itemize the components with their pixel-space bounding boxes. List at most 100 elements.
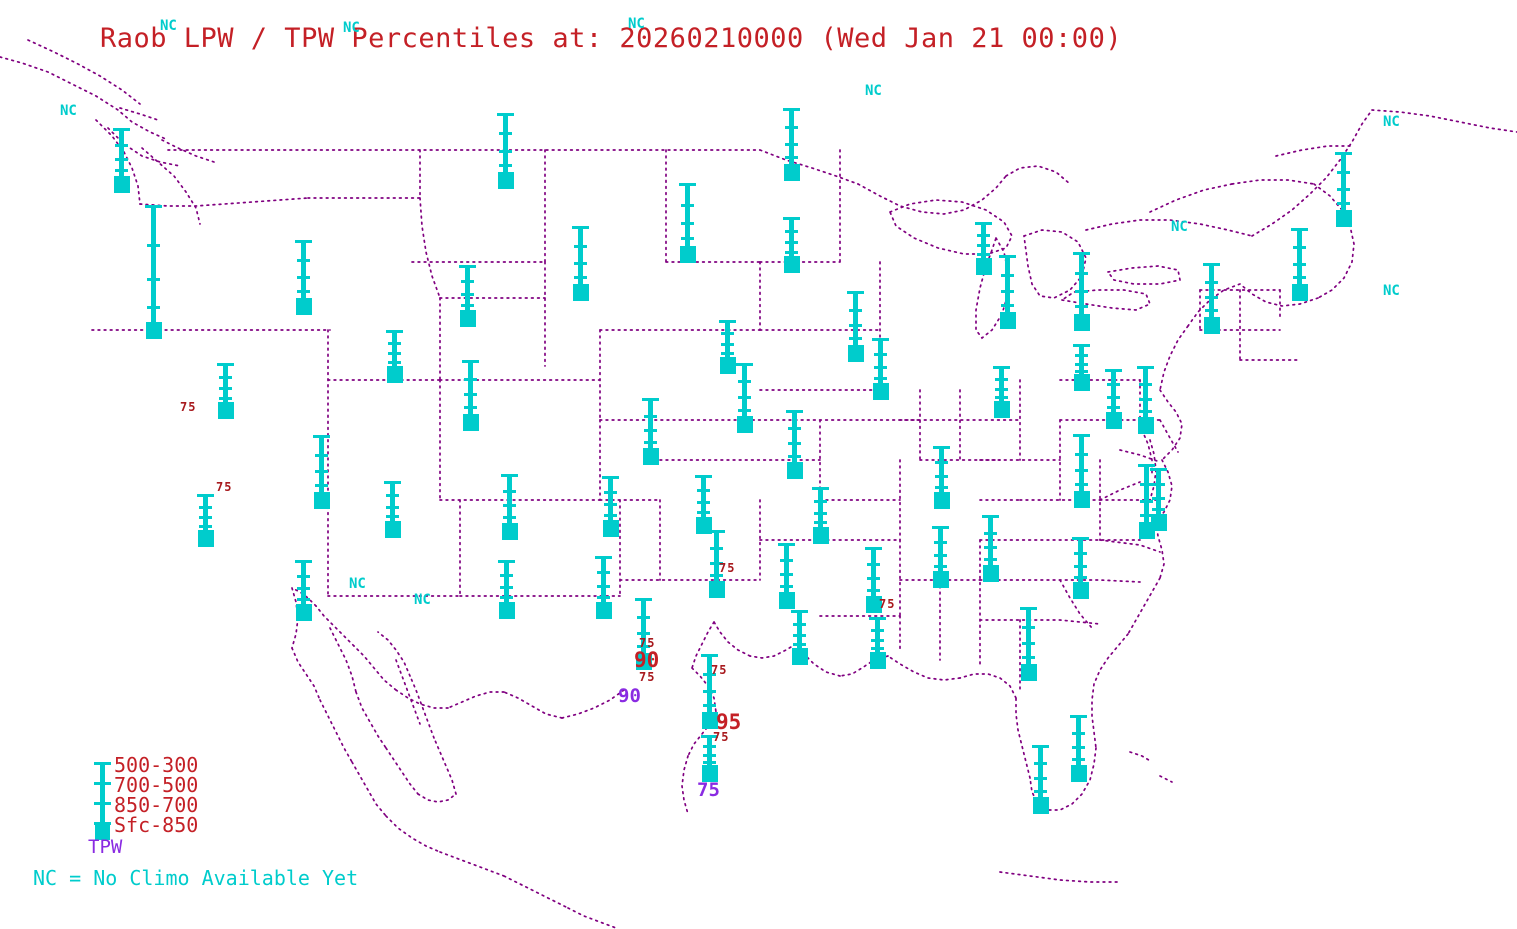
tick-sfc-850 (871, 647, 884, 650)
tick-top-500-300 (1335, 152, 1352, 155)
tick-850-700 (1075, 363, 1088, 366)
tick-sfc-850 (386, 515, 399, 518)
nc-marker: NC (343, 20, 360, 36)
tick-sfc-850 (388, 361, 401, 364)
tick-sfc-850 (464, 406, 477, 409)
tick-top-500-300 (197, 494, 214, 497)
tick-700-500 (499, 132, 512, 135)
tick-700-500 (574, 245, 587, 248)
station-symbol (382, 330, 408, 384)
tick-850-700 (814, 512, 827, 515)
tick-850-700 (499, 150, 512, 153)
tick-top-500-300 (602, 476, 619, 479)
tick-700-500 (849, 309, 862, 312)
tick-850-700 (1293, 263, 1306, 266)
tick-850-700 (738, 396, 751, 399)
tick-850-700 (644, 429, 657, 432)
tick-850-700 (703, 754, 716, 757)
tick-850-700 (147, 278, 160, 281)
station-symbol (309, 435, 335, 510)
tpw-percentile-label: 75 (697, 779, 720, 801)
nc-marker: NC (1383, 114, 1400, 130)
page-title: Raob LPW / TPW Percentiles at: 202602100… (100, 23, 1123, 54)
tick-top-500-300 (1105, 369, 1122, 372)
station-square-sfc-850 (573, 284, 589, 301)
station-square-sfc-850 (1336, 210, 1352, 227)
station-symbol (715, 320, 741, 375)
tick-700-500 (147, 244, 160, 247)
tick-700-500 (780, 559, 793, 562)
tick-top-500-300 (497, 113, 514, 116)
station-square-sfc-850 (994, 401, 1010, 418)
nc-marker: NC (60, 103, 77, 119)
station-symbol (787, 610, 813, 666)
tick-850-700 (574, 262, 587, 265)
station-square-sfc-850 (784, 164, 800, 181)
tick-700-500 (1293, 246, 1306, 249)
tick-sfc-850 (1107, 406, 1120, 409)
tick-top-500-300 (847, 291, 864, 294)
station-symbol (1199, 263, 1225, 335)
station-symbol (779, 217, 805, 274)
tick-sfc-850 (1205, 309, 1218, 312)
tick-850-700 (785, 143, 798, 146)
tick-850-700 (597, 585, 610, 588)
tick-top-500-300 (459, 265, 476, 268)
tick-sfc-850 (574, 276, 587, 279)
tick-850-700 (1075, 290, 1088, 293)
tick-top-500-300 (1032, 745, 1049, 748)
tick-700-500 (681, 204, 694, 207)
tick-sfc-850 (814, 521, 827, 524)
tick-700-500 (874, 353, 887, 356)
station-square-sfc-850 (218, 402, 234, 419)
station-symbol (971, 222, 997, 276)
tick-sfc-850 (1075, 305, 1088, 308)
station-square-sfc-850 (873, 383, 889, 400)
tick-700-500 (984, 532, 997, 535)
tick-sfc-850 (995, 396, 1008, 399)
station-symbol (989, 366, 1015, 419)
tick-850-700 (1074, 565, 1087, 568)
tick-850-700 (793, 634, 806, 637)
lpw-percentile-label: 75 (879, 597, 896, 611)
tick-top-500-300 (1020, 607, 1037, 610)
tick-700-500 (721, 332, 734, 335)
tick-850-700 (461, 293, 474, 296)
tick-top-500-300 (498, 560, 515, 563)
tick-sfc-850 (500, 596, 513, 599)
station-square-sfc-850 (1073, 582, 1089, 599)
tick-top-500-300 (812, 487, 829, 490)
tick-sfc-850 (147, 306, 160, 309)
tick-sfc-850 (738, 409, 751, 412)
tick-850-700 (1075, 469, 1088, 472)
tick-850-700 (219, 387, 232, 390)
tick-700-500 (388, 342, 401, 345)
tick-850-700 (1337, 188, 1350, 191)
tick-850-700 (785, 241, 798, 244)
station-square-sfc-850 (848, 345, 864, 362)
station-square-sfc-850 (784, 256, 800, 273)
tick-sfc-850 (597, 596, 610, 599)
lpw-percentile-label: 75 (719, 561, 736, 575)
station-symbol (808, 487, 834, 545)
station-square-sfc-850 (385, 521, 401, 538)
tick-sfc-850 (977, 253, 990, 256)
station-symbol (929, 446, 955, 510)
station-square-sfc-850 (198, 530, 214, 547)
station-stem (685, 183, 690, 260)
station-symbol (1101, 369, 1127, 430)
station-symbol (843, 291, 869, 363)
station-square-sfc-850 (934, 492, 950, 509)
tick-850-700 (1001, 290, 1014, 293)
tick-sfc-850 (1072, 758, 1085, 761)
station-square-sfc-850 (146, 322, 162, 339)
tick-sfc-850 (499, 164, 512, 167)
tick-700-500 (871, 629, 884, 632)
tick-700-500 (464, 378, 477, 381)
station-square-sfc-850 (702, 765, 718, 782)
station-symbol (455, 265, 481, 328)
tick-top-500-300 (1070, 715, 1087, 718)
tick-top-500-300 (1291, 228, 1308, 231)
station-symbol (1068, 537, 1094, 600)
